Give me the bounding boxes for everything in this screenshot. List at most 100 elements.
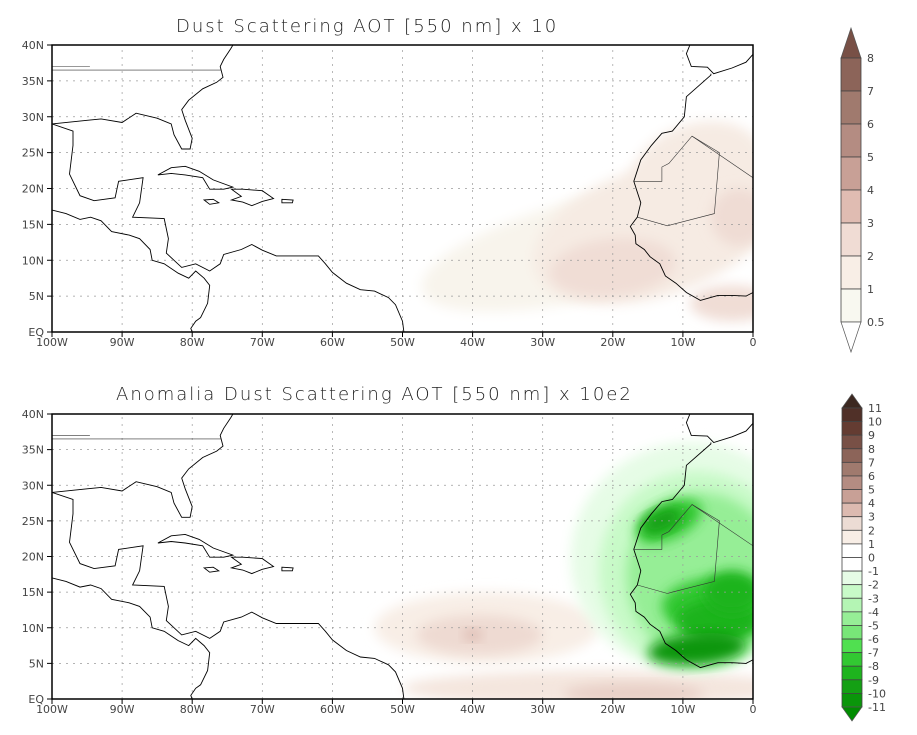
lat-label: 35N (22, 444, 44, 457)
coastline-africa (629, 73, 753, 301)
dust-contour (689, 285, 753, 322)
colorbar-label: 1 (868, 538, 875, 551)
colorbar-swatch (841, 611, 863, 626)
lat-label: 15N (22, 586, 44, 599)
colorbar-top: 8 7 6 5 4 3 2 1 0.5 (840, 26, 885, 354)
colorbar-label: 3 (868, 511, 875, 524)
colorbar-label: 6 (868, 470, 875, 483)
colorbar-swatch (841, 679, 863, 694)
colorbar-label: 0 (868, 552, 875, 565)
coastline-island (229, 556, 275, 575)
borders (52, 435, 753, 594)
colorbar-swatch (840, 288, 862, 323)
coastline-island (202, 198, 221, 205)
gridlines (52, 45, 753, 332)
panel-title-top: Dust Scattering AOT [550 nm] x 10 (176, 16, 559, 37)
coastline-iberia (685, 414, 753, 444)
colorbar-label: -8 (868, 660, 879, 673)
colorbar-label: 2 (867, 250, 874, 263)
colorbar-label: -1 (868, 565, 879, 578)
colorbar-swatch (841, 597, 863, 613)
lon-label: 90W (110, 336, 135, 349)
colorbar-swatch (841, 557, 863, 572)
colorbar-label: 2 (868, 524, 875, 537)
coastline-central-america (52, 209, 404, 332)
colorbar-label: -11 (868, 701, 886, 714)
lat-label: EQ (28, 326, 44, 339)
dust-contour (710, 188, 753, 246)
coastline-americas (52, 491, 405, 699)
colorbar-label: 4 (868, 497, 875, 510)
colorbar-label: 4 (867, 184, 874, 197)
colorbar-arrow-top (840, 26, 862, 59)
colorbar-swatch (840, 222, 862, 257)
colorbar-label: -4 (868, 606, 879, 619)
lon-label: 20W (600, 703, 625, 716)
lat-label: 40N (22, 408, 44, 421)
colorbar-label: 9 (868, 429, 875, 442)
colorbar-label: 5 (867, 151, 874, 164)
lon-label: 90W (110, 703, 135, 716)
coastline-island (157, 533, 235, 558)
border-line (691, 504, 753, 547)
colorbar-label: 8 (867, 52, 874, 65)
colorbar-swatch (840, 90, 862, 125)
colorbar-swatch (841, 434, 863, 450)
shaded-field (374, 442, 753, 699)
colorbar-swatch (841, 489, 863, 504)
colorbar-swatch (841, 529, 863, 545)
anomaly-contour-negative (703, 570, 753, 614)
colorbar-arrow-bottom (841, 706, 863, 722)
colorbar-swatch (840, 189, 862, 224)
coastline-us (52, 414, 234, 518)
colorbar-swatch (841, 475, 863, 490)
colorbar-arrow-top (841, 393, 863, 409)
lon-label: 60W (320, 703, 345, 716)
colorbar-label: -7 (868, 647, 879, 660)
colorbar-swatch (841, 584, 863, 599)
colorbar-label: -3 (868, 592, 879, 605)
coastline-africa (629, 442, 753, 669)
colorbar-label: 0.5 (867, 316, 885, 329)
lat-label: 5N (29, 290, 44, 303)
lon-label: 10W (670, 336, 695, 349)
lon-label: 30W (530, 336, 555, 349)
lat-label: EQ (28, 693, 44, 706)
colorbar-label: 3 (867, 217, 874, 230)
anomaly-contour-negative (648, 632, 746, 666)
colorbar-swatch (841, 407, 863, 422)
colorbar-swatch (841, 543, 863, 558)
colorbar-swatch (841, 448, 863, 463)
colorbar-swatch (840, 156, 862, 191)
lon-label: 100W (36, 703, 68, 716)
lon-label: 30W (530, 703, 555, 716)
colorbar-swatch (840, 123, 862, 158)
coastline-island (281, 198, 294, 204)
colorbar-swatch (841, 461, 863, 477)
colorbar-label: 5 (868, 484, 875, 497)
lon-label: 70W (250, 703, 275, 716)
coastline-central-america (52, 577, 404, 699)
coastline-island (202, 566, 221, 573)
colorbar-swatch (840, 255, 862, 290)
lon-label: 60W (320, 336, 345, 349)
colorbar-swatch (841, 421, 863, 436)
lon-label: 70W (250, 336, 275, 349)
coastline-americas (52, 123, 405, 332)
colorbar-swatch (840, 57, 862, 92)
anomaly-contour-positive (563, 683, 704, 699)
lon-label: 50W (390, 336, 415, 349)
colorbar-label: 1 (867, 283, 874, 296)
colorbar-label: 6 (867, 118, 874, 131)
lon-label: 10W (670, 703, 695, 716)
colorbar-swatch (841, 652, 863, 667)
colorbar-swatch (841, 625, 863, 640)
lat-label: 25N (22, 515, 44, 528)
lat-label: 40N (22, 39, 44, 52)
colorbar-label: 7 (867, 85, 874, 98)
lat-label: 5N (29, 657, 44, 670)
borders (52, 66, 753, 227)
lat-label: 30N (22, 479, 44, 492)
